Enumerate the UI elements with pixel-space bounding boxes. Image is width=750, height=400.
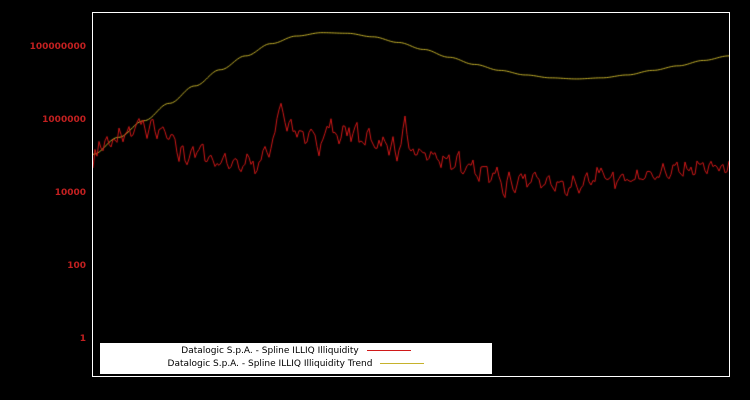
legend-row-trend: Datalogic S.p.A. - Spline ILLIQ Illiquid… bbox=[100, 358, 492, 371]
legend: Datalogic S.p.A. - Spline ILLIQ Illiquid… bbox=[100, 343, 492, 374]
illiquidity-line-sample bbox=[366, 350, 411, 351]
y-tick-label: 1 bbox=[79, 333, 86, 344]
y-tick-label: 100000000 bbox=[29, 41, 86, 52]
y-tick-label: 100 bbox=[67, 260, 86, 271]
y-tick-label: 10000 bbox=[54, 187, 86, 198]
legend-label-illiquidity: Datalogic S.p.A. - Spline ILLIQ Illiquid… bbox=[181, 346, 359, 356]
trend-line-sample bbox=[380, 363, 425, 364]
legend-label-trend: Datalogic S.p.A. - Spline ILLIQ Illiquid… bbox=[167, 359, 373, 369]
legend-row-illiquidity: Datalogic S.p.A. - Spline ILLIQ Illiquid… bbox=[100, 345, 492, 358]
y-tick-label: 1000000 bbox=[42, 114, 86, 125]
chart-canvas bbox=[93, 13, 729, 376]
plot-area bbox=[92, 12, 730, 377]
